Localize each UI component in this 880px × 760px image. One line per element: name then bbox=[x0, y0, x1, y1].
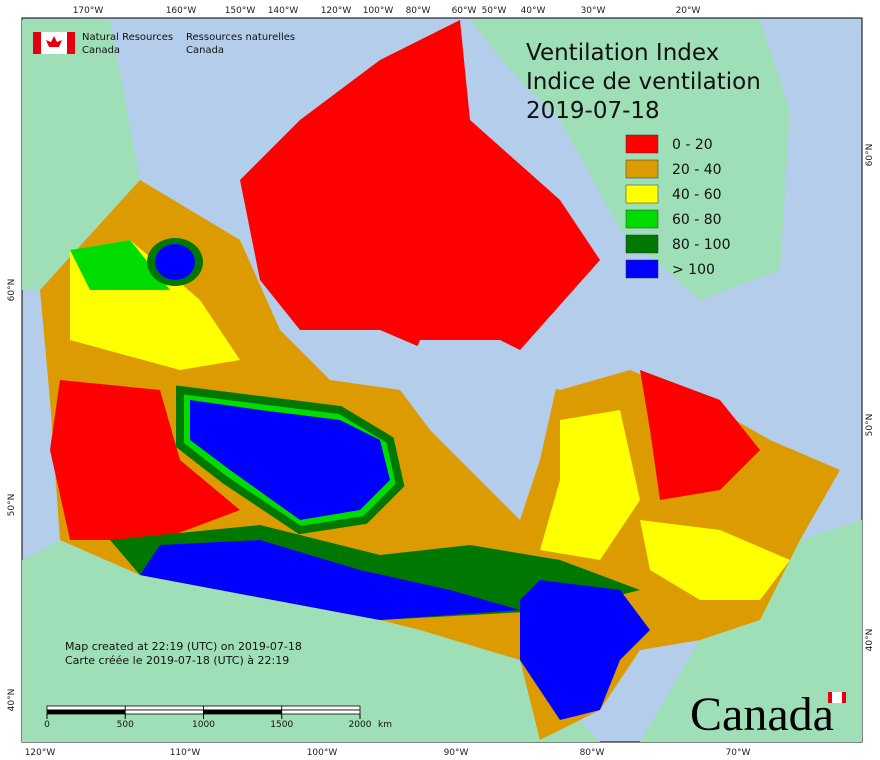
legend-swatch bbox=[625, 234, 659, 254]
legend-swatch bbox=[625, 159, 659, 179]
bottom-axis-label: 110°W bbox=[170, 748, 201, 758]
agency-en: Natural Resources bbox=[82, 32, 173, 43]
bottom-axis-label: 100°W bbox=[307, 748, 338, 758]
legend-swatch bbox=[625, 259, 659, 279]
legend: 0 - 20 20 - 40 40 - 60 60 - 80 80 - 100 > 100 bbox=[625, 134, 731, 279]
top-axis-label: 80°W bbox=[406, 6, 431, 16]
footer: Map created at 22:19 (UTC) on 2019-07-18 bbox=[65, 640, 302, 653]
scale-segment bbox=[46, 709, 126, 715]
top-axis-label: 40°W bbox=[521, 6, 546, 16]
scale-segment bbox=[124, 709, 204, 715]
right-axis-label: 50°N bbox=[865, 414, 875, 437]
scale-label: 500 bbox=[117, 720, 134, 730]
agency-en: Canada bbox=[82, 45, 120, 56]
legend-swatch bbox=[625, 209, 659, 229]
bottom-axis-label: 120°W bbox=[25, 748, 56, 758]
axis-labels: 170°W 160°W 150°W 140°W 120°W 100°W 80°W 60°W 50… bbox=[7, 6, 875, 758]
title: Ventilation Index bbox=[526, 40, 719, 66]
left-axis-label: 40°N bbox=[7, 689, 17, 712]
top-axis-label: 140°W bbox=[268, 6, 299, 16]
scale-segment bbox=[203, 705, 283, 711]
top-axis-label: 50°W bbox=[482, 6, 507, 16]
bottom-axis-label: 70°W bbox=[726, 748, 751, 758]
wordmark: Canada bbox=[690, 688, 834, 741]
title: Indice de ventilation bbox=[526, 69, 761, 95]
index-zones bbox=[40, 20, 840, 740]
top-axis-label: 160°W bbox=[166, 6, 197, 16]
top-axis-label: 60°W bbox=[452, 6, 477, 16]
legend-swatch bbox=[625, 184, 659, 204]
top-axis-label: 30°W bbox=[581, 6, 606, 16]
legend-swatch bbox=[625, 134, 659, 154]
top-axis-label: 150°W bbox=[225, 6, 256, 16]
right-axis-label: 60°N bbox=[865, 144, 875, 167]
agency-signature: Natural Resources Canada Ressources natu… bbox=[33, 32, 295, 56]
top-axis-label: 100°W bbox=[363, 6, 394, 16]
top-axis-label: 170°W bbox=[73, 6, 104, 16]
top-axis-label: 20°W bbox=[676, 6, 701, 16]
scale-segment bbox=[281, 709, 361, 715]
legend-label: > 100 bbox=[672, 262, 715, 278]
scale-label: 2000 bbox=[349, 720, 372, 730]
legend-label: 20 - 40 bbox=[672, 162, 722, 178]
agency-fr: Ressources naturelles bbox=[186, 32, 295, 43]
scale-segment bbox=[281, 705, 361, 711]
top-axis-label: 120°W bbox=[321, 6, 352, 16]
agency-fr: Canada bbox=[186, 45, 224, 56]
scale-segment bbox=[124, 705, 204, 711]
scale-segment bbox=[203, 709, 283, 715]
bottom-axis-label: 80°W bbox=[580, 748, 605, 758]
left-axis-label: 50°N bbox=[7, 494, 17, 517]
scale-bar: 0 500 1000 1500 2000 km bbox=[44, 705, 392, 730]
scale-label: 0 bbox=[44, 720, 50, 730]
legend-label: 60 - 80 bbox=[672, 212, 722, 228]
left-axis-label: 60°N bbox=[7, 279, 17, 302]
footer: Carte créée le 2019-07-18 (UTC) à 22:19 bbox=[65, 654, 289, 667]
right-axis-label: 40°N bbox=[865, 629, 875, 652]
legend-label: 40 - 60 bbox=[672, 187, 722, 203]
scale-segment bbox=[46, 705, 126, 711]
scale-label: 1500 bbox=[270, 720, 293, 730]
bottom-axis-label: 90°W bbox=[444, 748, 469, 758]
flag bbox=[832, 692, 842, 703]
scale-label: 1000 bbox=[192, 720, 215, 730]
legend-label: 80 - 100 bbox=[672, 237, 731, 253]
scale-unit: km bbox=[378, 720, 392, 730]
legend-label: 0 - 20 bbox=[672, 137, 713, 153]
date: 2019-07-18 bbox=[526, 98, 660, 124]
